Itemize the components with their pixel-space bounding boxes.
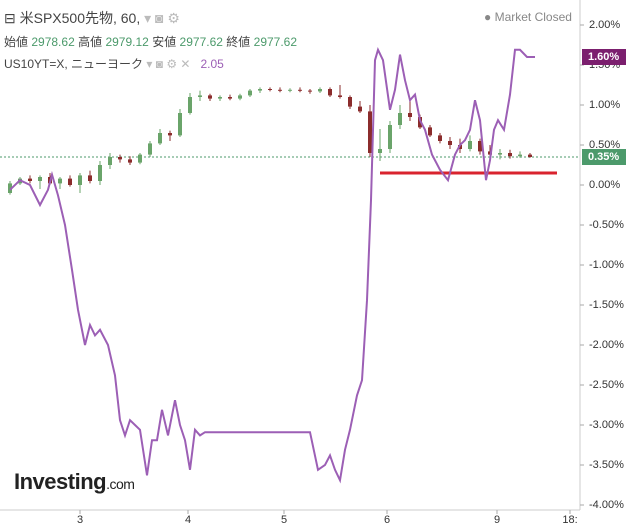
candle-body [328,89,332,96]
y-tick-label: -3.00% [589,419,624,431]
candle-body [198,95,202,97]
candle-body [168,133,172,136]
price-label-box [582,49,626,65]
x-tick-label: 18: [562,514,577,526]
candle-body [38,177,42,181]
y-tick-label: 0.00% [589,179,620,191]
candle-body [338,95,342,97]
candle-body [218,97,222,99]
status: ● Market Closed [484,10,572,24]
candle-body [78,175,82,185]
overlay-value: 2.05 [200,57,224,71]
x-tick-label: 3 [77,514,83,526]
candle-body [228,97,232,99]
candle-body [238,95,242,99]
candle-body [478,141,482,152]
logo-main: Investing [14,469,107,494]
candle-body [498,153,502,155]
candle-body [258,89,262,91]
y-tick-label: -0.50% [589,219,624,231]
y-tick-label: -3.50% [589,459,624,471]
candle-body [358,106,362,112]
candle-body [398,113,402,125]
candle-body [448,141,452,145]
candle-body [528,154,532,157]
candle-body [378,149,382,153]
ohlc-label: 安値 [152,35,177,49]
y-tick-label: -1.50% [589,299,624,311]
candle-body [248,90,252,96]
line [9,47,535,484]
logo: Investing.com [14,469,135,495]
candle-body [278,89,282,91]
ohlc-label: 終値 [226,35,251,49]
candle-body [368,111,372,153]
y-tick-label: 1.00% [589,99,620,111]
status-text: Market Closed [494,10,572,24]
candle-body [408,113,412,117]
candle-body [388,125,392,149]
x-tick-label: 4 [185,514,191,526]
ohlc-label: 高値 [78,35,103,49]
candle-body [178,113,182,136]
candle-body [138,154,142,163]
price-label: 1.60% [588,51,619,63]
candle-body [208,95,212,99]
candle-body [188,97,192,113]
candle-body [428,127,432,136]
candle-body [268,89,272,90]
candle-body [108,157,112,165]
title: 米SPX500先物, 60, [19,10,141,26]
y-tick-label: 2.00% [589,19,620,31]
candle-body [508,153,512,157]
candle-body [438,135,442,141]
candle-body [468,141,472,149]
y-tick-label: -4.00% [589,499,624,511]
overlay-label: US10YT=X, ニューヨーク [4,57,144,71]
candle-body [58,178,62,184]
candle-body [158,133,162,144]
x-tick-label: 5 [281,514,287,526]
x-tick-label: 6 [384,514,390,526]
candle-body [128,159,132,163]
y-tick-label: -2.50% [589,379,624,391]
logo-suffix: .com [106,476,135,492]
candle-body [298,89,302,91]
y-tick-label: -2.00% [589,339,624,351]
candle-body [118,157,122,160]
ohlc-value: 2979.12 [105,35,149,49]
candle-body [148,143,152,155]
ohlc-label: 始値 [4,35,29,49]
header-title: ⊟ 米SPX500先物, 60, ▾ ◙ ⚙ [4,10,180,26]
overlay-row: US10YT=X, ニューヨーク ▾ ◙ ⚙ ✕ 2.05 [4,57,224,71]
candle-body [68,178,72,185]
candle-body [28,178,32,181]
price-label: 0.35% [588,151,619,163]
ohlc-value: 2977.62 [253,35,298,49]
y-tick-label: -1.00% [589,259,624,271]
candle-body [98,165,102,181]
candle-body [8,183,12,193]
candle-body [288,89,292,91]
y-tick-label: 0.50% [589,139,620,151]
candle-body [348,97,352,107]
price-label-box [582,149,626,165]
ohlc-row: 始値 2978.62 高値 2979.12 安値 2977.62 終値 2977… [4,33,297,50]
ohlc-value: 2977.62 [179,35,223,49]
ohlc-value: 2978.62 [31,35,75,49]
candle-body [318,89,322,92]
candle-body [518,154,522,157]
candle-body [88,175,92,181]
x-tick-label: 9 [494,514,500,526]
candle-body [308,90,312,92]
